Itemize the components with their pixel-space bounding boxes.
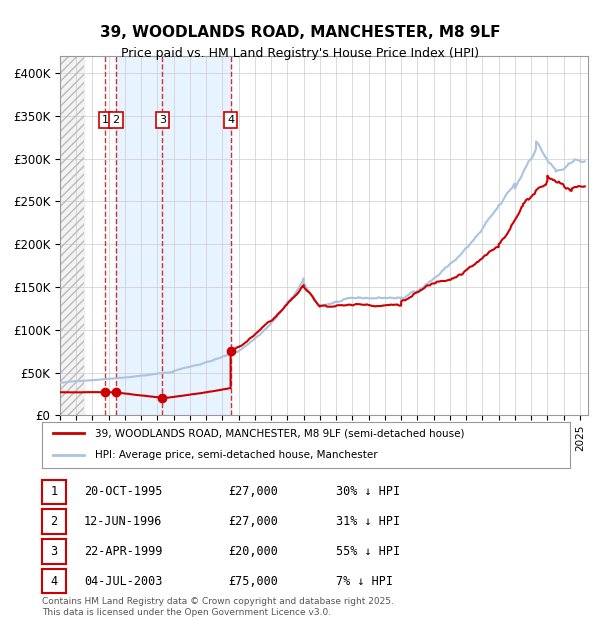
- Text: £27,000: £27,000: [228, 515, 278, 528]
- Text: £20,000: £20,000: [228, 545, 278, 558]
- Text: £75,000: £75,000: [228, 575, 278, 588]
- Text: 3: 3: [50, 545, 58, 558]
- Text: 2: 2: [112, 115, 119, 125]
- Text: 4: 4: [227, 115, 234, 125]
- Text: HPI: Average price, semi-detached house, Manchester: HPI: Average price, semi-detached house,…: [95, 450, 377, 460]
- Bar: [60, 56, 85, 415]
- Text: 39, WOODLANDS ROAD, MANCHESTER, M8 9LF: 39, WOODLANDS ROAD, MANCHESTER, M8 9LF: [100, 25, 500, 40]
- Text: 22-APR-1999: 22-APR-1999: [84, 545, 163, 558]
- Text: 31% ↓ HPI: 31% ↓ HPI: [336, 515, 400, 528]
- Bar: [60, 56, 85, 415]
- Text: Price paid vs. HM Land Registry's House Price Index (HPI): Price paid vs. HM Land Registry's House …: [121, 46, 479, 60]
- Text: 04-JUL-2003: 04-JUL-2003: [84, 575, 163, 588]
- Text: 1: 1: [102, 115, 109, 125]
- Text: Contains HM Land Registry data © Crown copyright and database right 2025.
This d: Contains HM Land Registry data © Crown c…: [42, 598, 394, 617]
- Text: 3: 3: [159, 115, 166, 125]
- Text: £27,000: £27,000: [228, 485, 278, 498]
- Text: 1: 1: [50, 485, 58, 498]
- Text: 7% ↓ HPI: 7% ↓ HPI: [336, 575, 393, 588]
- Text: 12-JUN-1996: 12-JUN-1996: [84, 515, 163, 528]
- Text: 4: 4: [50, 575, 58, 588]
- Text: 30% ↓ HPI: 30% ↓ HPI: [336, 485, 400, 498]
- Text: 39, WOODLANDS ROAD, MANCHESTER, M8 9LF (semi-detached house): 39, WOODLANDS ROAD, MANCHESTER, M8 9LF (…: [95, 428, 464, 438]
- Text: 55% ↓ HPI: 55% ↓ HPI: [336, 545, 400, 558]
- Text: 2: 2: [50, 515, 58, 528]
- Text: 20-OCT-1995: 20-OCT-1995: [84, 485, 163, 498]
- Bar: [116, 56, 230, 415]
